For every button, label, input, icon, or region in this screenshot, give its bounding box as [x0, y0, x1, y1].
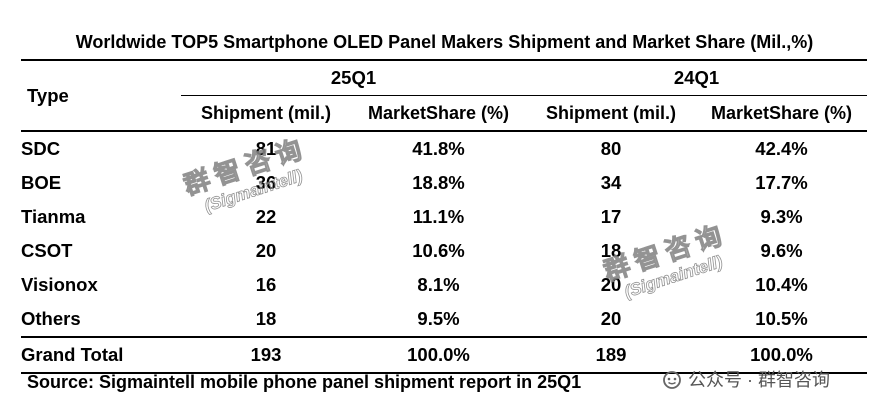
cell-value: 16 — [255, 274, 277, 295]
cell-value: 80 — [600, 138, 622, 159]
marketshare-header: MarketShare (%) — [351, 95, 527, 132]
table-row: CSOT 20 10.6% 18 9.6% — [21, 234, 867, 268]
shipment-table: Type 25Q1 24Q1 Shipment (mil.) MarketSha… — [21, 59, 868, 374]
cell-value: 20 — [255, 240, 277, 261]
table-row: Tianma 22 11.1% 17 9.3% — [21, 200, 867, 234]
table-row: Others 18 9.5% 20 10.5% — [21, 302, 867, 337]
cell-value: 193 — [181, 336, 351, 374]
row-label: CSOT — [21, 240, 73, 261]
row-label: Grand Total — [21, 336, 181, 374]
cell-value: 100.0% — [351, 336, 527, 374]
header-row-periods: Type 25Q1 24Q1 — [21, 59, 868, 132]
cell-value: 10.5% — [755, 308, 808, 329]
wechat-icon — [663, 371, 681, 389]
cell-value: 10.6% — [412, 240, 465, 261]
row-label: BOE — [21, 172, 62, 193]
cell-value: 10.4% — [755, 274, 808, 295]
cell-value: 41.8% — [412, 138, 465, 159]
table-row: SDC 81 41.8% 80 42.4% — [21, 131, 867, 166]
row-label: SDC — [21, 138, 61, 159]
cell-value: 20 — [600, 274, 622, 295]
header-row-metrics: Shipment (mil.) MarketShare (%) Shipment… — [21, 95, 868, 132]
table-row: Visionox 16 8.1% 20 10.4% — [21, 268, 867, 302]
cell-value: 20 — [600, 308, 622, 329]
wechat-account-tag: 公众号 · 群智咨询 — [662, 367, 830, 393]
cell-value: 42.4% — [755, 138, 808, 159]
cell-value: 81 — [255, 138, 277, 159]
cell-value: 36 — [255, 172, 277, 193]
row-label: Tianma — [21, 206, 86, 227]
cell-value: 11.1% — [412, 206, 465, 227]
cell-value: 8.1% — [417, 274, 460, 295]
cell-value: 9.3% — [760, 206, 803, 227]
period-header-24q1: 24Q1 — [526, 59, 868, 96]
cell-value: 9.6% — [760, 240, 803, 261]
wechat-label: 公众号 · 群智咨询 — [688, 370, 830, 390]
cell-value: 18.8% — [412, 172, 465, 193]
period-header-25q1: 25Q1 — [181, 59, 527, 96]
cell-value: 18 — [600, 240, 622, 261]
shipment-header: Shipment (mil.) — [181, 95, 351, 132]
cell-value: 17.7% — [755, 172, 808, 193]
cell-value: 34 — [600, 172, 622, 193]
row-label: Others — [21, 308, 81, 329]
cell-value: 18 — [255, 308, 277, 329]
cell-value: 100.0% — [696, 336, 868, 374]
total-row: Grand Total 193 100.0% 189 100.0% — [21, 336, 868, 374]
cell-value: 189 — [526, 336, 697, 374]
cell-value: 9.5% — [417, 308, 460, 329]
table-title: Worldwide TOP5 Smartphone OLED Panel Mak… — [75, 32, 814, 52]
table-row: BOE 36 18.8% 34 17.7% — [21, 166, 867, 200]
cell-value: 17 — [600, 206, 622, 227]
cell-value: 22 — [255, 206, 277, 227]
row-label: Visionox — [21, 274, 98, 295]
source-note: Source: Sigmaintell mobile phone panel s… — [27, 372, 582, 392]
shipment-header: Shipment (mil.) — [526, 95, 697, 132]
type-header: Type — [21, 59, 181, 132]
marketshare-header: MarketShare (%) — [696, 95, 868, 132]
